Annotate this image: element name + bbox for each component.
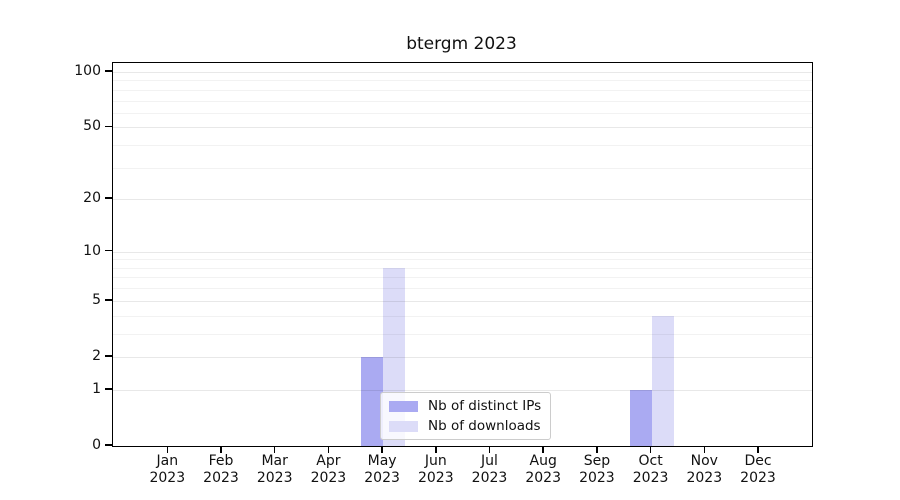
x-tick-label-oct: Oct 2023 xyxy=(632,453,669,486)
x-tick-label-jun: Jun 2023 xyxy=(417,453,454,486)
gridline-major-2 xyxy=(113,356,812,358)
gridline-minor-40 xyxy=(113,145,812,147)
x-tick-dec xyxy=(757,446,759,453)
y-tick-label-20: 20 xyxy=(83,190,101,207)
gridline-major-50 xyxy=(113,127,812,129)
gridline-minor-3 xyxy=(113,333,812,335)
y-tick-20 xyxy=(105,197,112,200)
y-tick-label-1: 1 xyxy=(92,380,101,397)
x-tick-feb xyxy=(220,446,222,453)
gridline-minor-6 xyxy=(113,288,812,290)
x-tick-jul xyxy=(488,446,491,453)
bar-downloads-oct xyxy=(651,315,674,446)
x-tick-label-feb: Feb 2023 xyxy=(203,453,239,486)
y-tick-1 xyxy=(105,388,112,390)
x-tick-jan xyxy=(166,446,169,453)
x-tick-label-mar: Mar 2023 xyxy=(256,453,293,486)
x-tick-apr xyxy=(327,446,330,453)
x-tick-label-dec: Dec 2023 xyxy=(740,453,776,486)
gridline-minor-8 xyxy=(113,267,812,269)
x-tick-aug xyxy=(542,446,544,453)
x-tick-jun xyxy=(435,446,437,453)
legend-swatch-downloads xyxy=(389,420,418,432)
y-tick-5 xyxy=(105,298,112,301)
y-tick-10 xyxy=(105,249,112,252)
y-tick-0 xyxy=(105,444,112,446)
x-tick-mar xyxy=(273,446,276,453)
x-tick-oct xyxy=(649,446,652,453)
legend-row-downloads: Nb of downloads xyxy=(389,418,541,434)
x-tick-sep xyxy=(596,446,598,453)
gridline-major-20 xyxy=(113,199,812,201)
gridline-minor-70 xyxy=(113,100,812,102)
y-tick-label-0: 0 xyxy=(92,437,101,453)
y-tick-label-50: 50 xyxy=(83,118,101,135)
gridline-major-1 xyxy=(113,389,812,391)
x-tick-label-aug: Aug 2023 xyxy=(525,453,561,486)
y-tick-label-2: 2 xyxy=(92,347,101,364)
x-tick-label-jan: Jan 2023 xyxy=(149,453,186,486)
gridline-minor-90 xyxy=(113,80,812,82)
x-tick-label-may: May 2023 xyxy=(364,453,400,486)
y-tick-label-5: 5 xyxy=(92,291,101,308)
legend: Nb of distinct IPs Nb of downloads xyxy=(380,392,552,440)
gridline-minor-4 xyxy=(113,315,812,317)
y-tick-50 xyxy=(105,125,112,128)
legend-row-distinct-ips: Nb of distinct IPs xyxy=(389,398,541,414)
x-tick-nov xyxy=(703,446,706,453)
gridline-major-100 xyxy=(113,72,812,73)
legend-swatch-distinct-ips xyxy=(389,400,418,412)
y-tick-2 xyxy=(105,355,112,357)
x-tick-label-jul: Jul 2023 xyxy=(471,453,508,486)
gridline-major-5 xyxy=(113,300,812,302)
y-tick-label-10: 10 xyxy=(83,242,101,259)
gridline-major-10 xyxy=(113,251,812,253)
gridline-minor-80 xyxy=(113,89,812,91)
plot-area xyxy=(112,62,813,447)
x-tick-label-nov: Nov 2023 xyxy=(686,453,723,486)
chart-title: btergm 2023 xyxy=(406,34,517,54)
gridline-minor-9 xyxy=(113,259,812,261)
legend-label-distinct-ips: Nb of distinct IPs xyxy=(428,398,542,414)
y-tick-100 xyxy=(105,70,112,72)
gridline-minor-30 xyxy=(113,167,812,169)
x-tick-label-sep: Sep 2023 xyxy=(579,453,615,486)
bar-distinct-ips-may xyxy=(361,356,384,446)
legend-label-downloads: Nb of downloads xyxy=(428,418,541,434)
x-tick-label-apr: Apr 2023 xyxy=(310,453,347,486)
bar-distinct-ips-oct xyxy=(629,389,652,446)
gridline-minor-7 xyxy=(113,277,812,279)
x-tick-may xyxy=(381,446,383,453)
y-tick-label-100: 100 xyxy=(74,63,101,79)
gridline-minor-60 xyxy=(113,112,812,114)
